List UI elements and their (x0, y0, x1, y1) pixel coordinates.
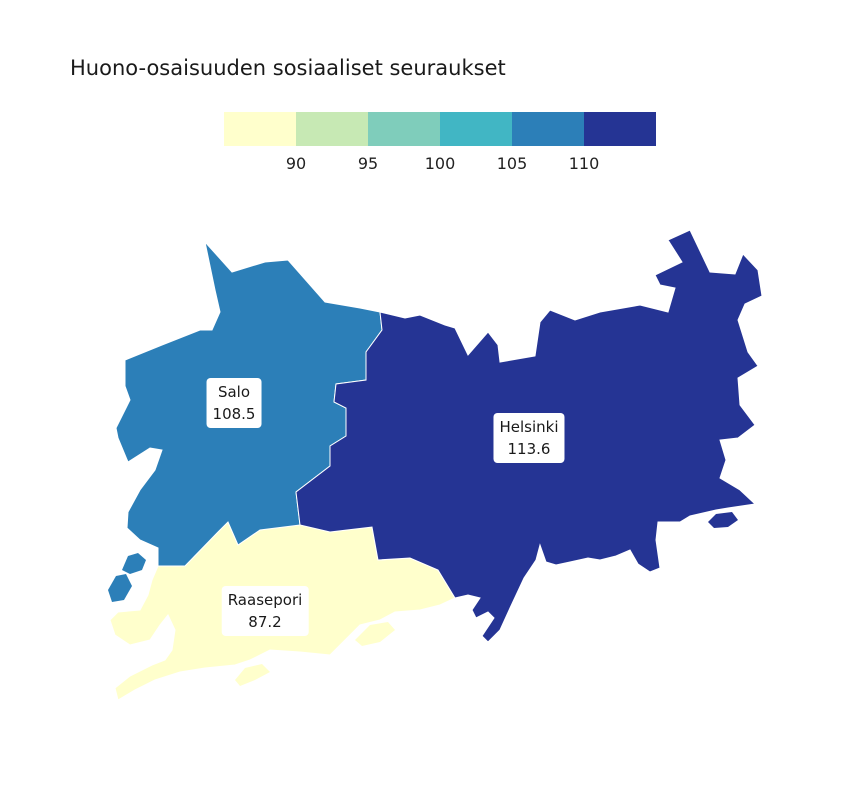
legend-swatch-1 (224, 112, 296, 146)
region-raasepori-island-2 (235, 664, 270, 686)
region-label-raasepori-value: 87.2 (248, 613, 282, 631)
region-label-helsinki-value: 113.6 (507, 440, 551, 458)
legend-swatch-5 (512, 112, 584, 146)
region-label-raasepori: Raasepori 87.2 (221, 586, 309, 636)
color-legend: 90 95 100 105 110 (224, 112, 656, 182)
legend-tick-105: 105 (496, 154, 528, 173)
region-salo-island-2 (108, 574, 132, 602)
map-title: Huono-osaisuuden sosiaaliset seuraukset (70, 56, 506, 80)
region-label-salo: Salo 108.5 (206, 378, 262, 428)
region-helsinki-island-1 (708, 512, 738, 528)
region-label-helsinki-name: Helsinki (499, 418, 559, 436)
region-salo-island-1 (122, 553, 146, 574)
legend-tick-100: 100 (424, 154, 456, 173)
region-label-salo-name: Salo (217, 383, 251, 401)
legend-swatch-4 (440, 112, 512, 146)
region-label-helsinki: Helsinki 113.6 (493, 413, 565, 463)
region-raasepori-island-1 (355, 622, 395, 646)
region-label-salo-value: 108.5 (212, 405, 256, 423)
legend-swatch-3 (368, 112, 440, 146)
legend-swatch-6 (584, 112, 656, 146)
legend-swatch-2 (296, 112, 368, 146)
legend-tick-95: 95 (357, 154, 379, 173)
legend-tick-90: 90 (285, 154, 307, 173)
legend-tick-110: 110 (568, 154, 600, 173)
region-label-raasepori-name: Raasepori (227, 591, 303, 609)
